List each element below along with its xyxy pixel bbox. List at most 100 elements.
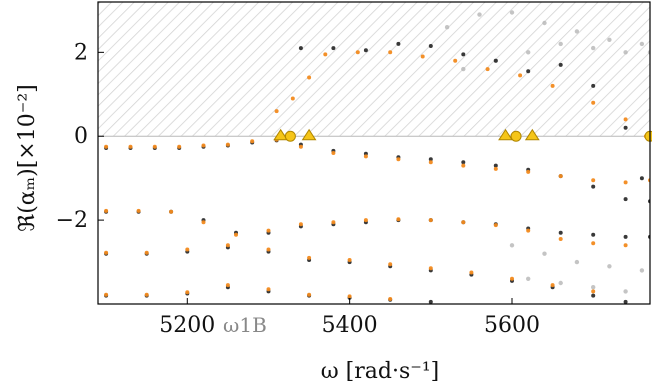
point-orange-2 bbox=[152, 144, 157, 149]
point-orange-34 bbox=[558, 237, 563, 241]
point-orange-30 bbox=[428, 218, 433, 223]
point-orange-49 bbox=[591, 289, 596, 294]
marker-triangle-3 bbox=[498, 128, 513, 141]
point-orange-38 bbox=[144, 250, 149, 255]
point-orange-46 bbox=[469, 270, 474, 275]
point-black-70 bbox=[591, 83, 596, 88]
point-orange-13 bbox=[461, 163, 466, 168]
point-grey-17 bbox=[607, 264, 612, 269]
point-orange-35 bbox=[591, 241, 596, 246]
point-grey-0 bbox=[444, 25, 450, 30]
point-orange-67 bbox=[518, 73, 523, 78]
x-tick-label-1: 5400 bbox=[322, 313, 378, 338]
point-orange-25 bbox=[266, 228, 271, 233]
y-axis-label: ℜ(αₘ)[×10⁻²] bbox=[15, 84, 40, 231]
marker-circle-1 bbox=[284, 130, 296, 142]
point-orange-20 bbox=[104, 208, 109, 213]
point-grey-15 bbox=[542, 251, 547, 256]
point-orange-39 bbox=[185, 247, 190, 252]
x-axis: 5200 5400 5600 bbox=[159, 298, 540, 338]
point-grey-7 bbox=[461, 66, 466, 72]
point-orange-26 bbox=[298, 222, 303, 227]
point-orange-29 bbox=[396, 217, 401, 222]
point-orange-22 bbox=[169, 209, 174, 214]
point-grey-5 bbox=[607, 37, 612, 42]
point-grey-2 bbox=[509, 10, 515, 15]
point-black-68 bbox=[526, 69, 531, 74]
point-orange-68 bbox=[550, 83, 555, 88]
point-orange-3 bbox=[177, 144, 182, 149]
point-black-34 bbox=[558, 230, 563, 235]
series-grey bbox=[444, 10, 650, 294]
point-grey-4 bbox=[574, 29, 580, 34]
point-orange-52 bbox=[185, 290, 190, 295]
marker-triangle-0 bbox=[273, 128, 289, 141]
point-orange-60 bbox=[307, 75, 312, 80]
point-orange-63 bbox=[388, 50, 393, 55]
point-black-60 bbox=[428, 299, 433, 304]
point-orange-11 bbox=[396, 157, 401, 162]
point-black-14 bbox=[493, 163, 498, 168]
point-orange-65 bbox=[453, 58, 458, 63]
point-orange-18 bbox=[623, 180, 628, 185]
point-orange-28 bbox=[363, 218, 368, 223]
point-orange-62 bbox=[355, 50, 360, 55]
point-black-66 bbox=[461, 52, 466, 57]
point-grey-22 bbox=[623, 289, 628, 294]
plot-frame bbox=[97, 1, 651, 305]
marker-circle-6 bbox=[644, 130, 652, 142]
point-orange-37 bbox=[104, 250, 109, 255]
point-orange-0 bbox=[104, 144, 109, 149]
point-orange-45 bbox=[428, 266, 433, 271]
point-orange-12 bbox=[428, 160, 433, 165]
point-orange-15 bbox=[526, 169, 531, 174]
point-orange-55 bbox=[307, 292, 312, 297]
point-orange-54 bbox=[266, 287, 271, 292]
marker-circle-4 bbox=[510, 130, 522, 142]
point-black-36 bbox=[623, 234, 628, 239]
point-orange-36 bbox=[623, 243, 628, 248]
x-tick-label-0: 5200 bbox=[159, 313, 215, 338]
point-orange-10 bbox=[363, 154, 368, 159]
point-orange-48 bbox=[550, 283, 555, 288]
point-black-35 bbox=[591, 232, 596, 237]
point-orange-32 bbox=[493, 223, 498, 228]
point-black-18 bbox=[623, 197, 628, 202]
point-grey-1 bbox=[477, 12, 482, 17]
point-black-72 bbox=[639, 176, 644, 181]
point-orange-9 bbox=[331, 151, 336, 155]
point-orange-5 bbox=[225, 142, 230, 147]
point-grey-10 bbox=[558, 41, 563, 47]
point-grey-16 bbox=[574, 259, 580, 265]
point-black-62 bbox=[331, 46, 336, 51]
point-orange-70 bbox=[623, 117, 628, 122]
point-orange-43 bbox=[347, 258, 352, 262]
point-grey-9 bbox=[526, 50, 531, 55]
x-tick-label-2: 5600 bbox=[484, 313, 540, 338]
point-orange-47 bbox=[510, 276, 514, 281]
point-grey-19 bbox=[526, 276, 531, 281]
point-black-67 bbox=[493, 58, 498, 63]
point-black-65 bbox=[428, 44, 433, 48]
point-orange-69 bbox=[591, 100, 596, 105]
point-black-13 bbox=[461, 160, 466, 165]
point-black-69 bbox=[558, 62, 563, 67]
point-orange-6 bbox=[250, 139, 255, 144]
point-grey-12 bbox=[623, 50, 628, 55]
point-orange-66 bbox=[485, 67, 490, 72]
point-orange-16 bbox=[558, 174, 563, 179]
point-orange-64 bbox=[420, 54, 425, 59]
x-axis-label: ω [rad·s⁻¹] bbox=[321, 359, 440, 384]
point-grey-18 bbox=[639, 268, 645, 273]
annotation-omega-1b: ω1B bbox=[223, 313, 267, 337]
point-grey-20 bbox=[558, 280, 563, 286]
point-orange-17 bbox=[591, 178, 596, 183]
point-orange-56 bbox=[347, 294, 352, 299]
point-black-63 bbox=[363, 48, 368, 53]
point-orange-40 bbox=[225, 243, 230, 248]
point-orange-27 bbox=[331, 220, 336, 225]
marker-layer bbox=[273, 128, 652, 142]
point-orange-42 bbox=[307, 255, 312, 260]
point-orange-61 bbox=[323, 52, 328, 57]
